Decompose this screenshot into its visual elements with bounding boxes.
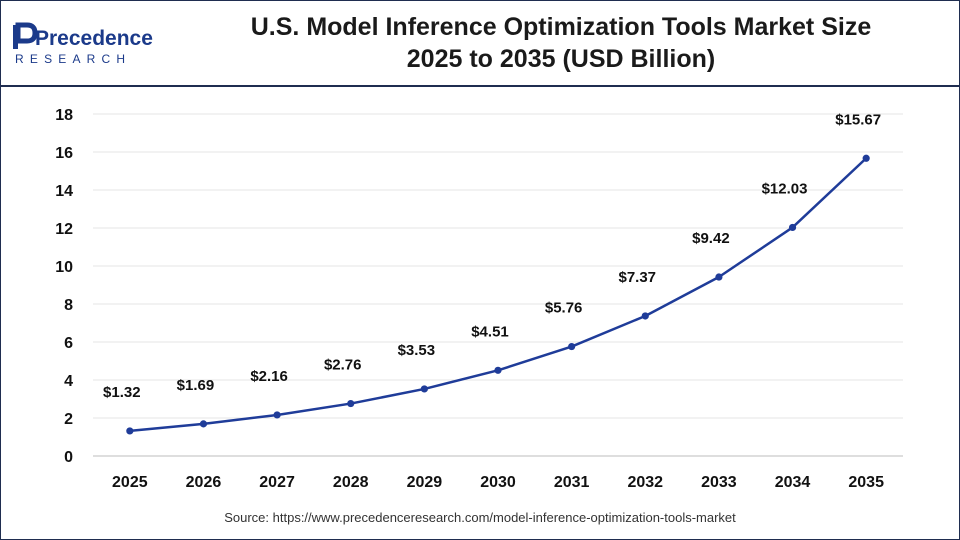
data-point — [273, 411, 281, 419]
y-tick-label: 8 — [64, 297, 73, 314]
data-point — [862, 154, 870, 162]
source-note: Source: https://www.precedenceresearch.c… — [224, 510, 736, 525]
data-point — [788, 223, 797, 232]
data-point — [420, 385, 428, 393]
x-tick-label: 2033 — [701, 474, 737, 491]
x-tick-label: 2030 — [480, 474, 516, 491]
brand-name: Precedence — [35, 27, 153, 50]
x-tick-label: 2035 — [848, 474, 884, 491]
data-label: $4.51 — [471, 323, 509, 340]
chart-area: 0 2 4 6 8 10 12 14 16 18 2025 2026 2027 2028 2029 2030 2… — [1, 87, 959, 539]
data-label: $15.67 — [835, 111, 881, 128]
header-divider — [1, 85, 959, 87]
data-point — [568, 342, 576, 351]
data-label: $3.53 — [398, 342, 436, 359]
x-tick-label: 2027 — [259, 474, 295, 491]
data-label: $2.16 — [250, 368, 288, 385]
data-label: $7.37 — [618, 269, 656, 286]
y-tick-label: 0 — [64, 449, 73, 466]
brand-subname: RESEARCH — [15, 52, 131, 66]
y-tick-label: 4 — [64, 373, 73, 390]
chart-title: U.S. Model Inference Optimization Tools … — [201, 11, 921, 75]
x-tick-label: 2031 — [554, 474, 590, 491]
x-tick-label: 2025 — [112, 474, 148, 491]
header: Precedence RESEARCH U.S. Model Inference… — [1, 1, 959, 85]
data-point — [715, 273, 723, 281]
data-label: $1.32 — [103, 384, 141, 401]
chart-title-line2: 2025 to 2035 (USD Billion) — [406, 45, 716, 73]
y-tick-label: 12 — [55, 221, 73, 238]
data-point — [199, 420, 208, 428]
data-label: $5.76 — [545, 300, 583, 317]
brand-logo: Precedence RESEARCH — [13, 22, 153, 66]
data-point — [347, 399, 355, 408]
y-tick-label: 16 — [55, 145, 73, 162]
y-tick-label: 14 — [55, 183, 73, 200]
x-tick-label: 2026 — [186, 474, 222, 491]
y-tick-label: 2 — [64, 411, 73, 428]
y-tick-label: 10 — [55, 259, 73, 276]
y-tick-label: 6 — [64, 335, 73, 352]
data-label: $12.03 — [762, 180, 808, 197]
x-tick-label: 2032 — [627, 474, 663, 491]
data-point — [494, 366, 502, 374]
series-line — [129, 157, 868, 433]
data-label: $1.69 — [177, 377, 215, 394]
x-tick-label: 2029 — [407, 474, 443, 491]
x-tick-label: 2028 — [333, 474, 369, 491]
data-label: $9.42 — [692, 230, 730, 247]
x-tick-label: 2034 — [775, 474, 811, 491]
logo-mark-icon — [13, 22, 38, 49]
line-chart: 0 2 4 6 8 10 12 14 16 18 2025 2026 2027 2028 2029 2030 2… — [55, 107, 903, 491]
data-point — [641, 312, 649, 320]
data-label: $2.76 — [324, 357, 362, 374]
chart-title-line1: U.S. Model Inference Optimization Tools … — [250, 13, 872, 41]
y-tick-label: 18 — [55, 107, 73, 124]
data-point — [126, 427, 134, 435]
